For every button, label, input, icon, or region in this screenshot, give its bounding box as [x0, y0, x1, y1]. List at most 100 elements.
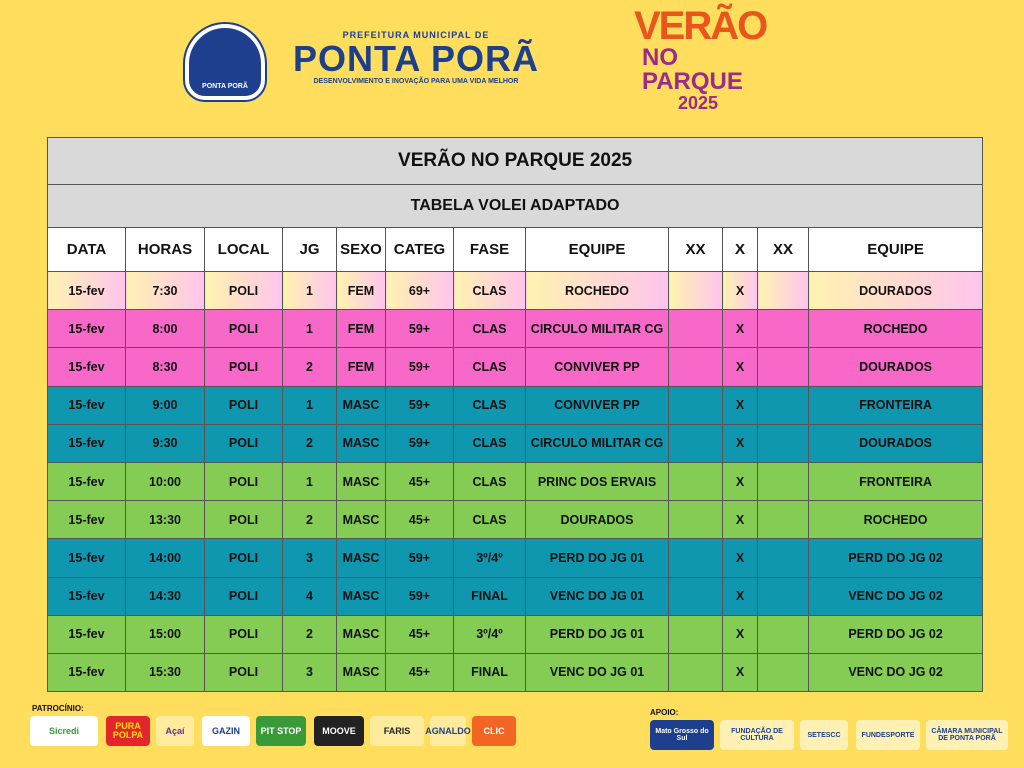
cell-sexo: FEM [336, 270, 386, 311]
supporter-logo: SETESCC [800, 720, 848, 750]
cell-equipe1: CONVIVER PP [525, 347, 669, 387]
cell-equipe1: PRINC DOS ERVAIS [525, 461, 669, 502]
cell-data: 15-fev [47, 652, 126, 693]
cell-categ: 59+ [385, 385, 454, 425]
org-slogan: DESENVOLVIMENTO E INOVAÇÃO PARA UMA VIDA… [313, 78, 519, 85]
cell-equipe2: VENC DO JG 02 [807, 576, 984, 616]
table-row: 15-fev 15:00 POLI 2 MASC 45+ 3º/4º PERD DO JG 0… [47, 614, 984, 654]
column-header: XX [757, 227, 809, 272]
cell-empty [668, 576, 723, 616]
cell-categ: 45+ [385, 461, 454, 502]
org-name: PONTA PORÃ [292, 38, 539, 79]
cell-data: 15-fev [47, 461, 126, 502]
cell-equipe2: DOURADOS [807, 270, 984, 311]
cell-empty [757, 576, 809, 616]
cell-jg: 1 [282, 309, 337, 349]
cell-empty [668, 270, 723, 311]
sponsor-logo: GAZIN [202, 716, 250, 746]
column-header: EQUIPE [525, 227, 669, 272]
cell-sexo: FEM [336, 309, 386, 349]
cell-empty [668, 614, 723, 654]
sponsors-label: PATROCÍNIO: [32, 704, 84, 713]
cell-empty [668, 500, 723, 540]
cell-equipe2: PERD DO JG 02 [807, 538, 984, 578]
cell-horas: 8:30 [125, 347, 205, 387]
cell-categ: 45+ [385, 614, 454, 654]
cell-equipe2: FRONTEIRA [807, 461, 984, 502]
cell-equipe1: PERD DO JG 01 [525, 614, 669, 654]
header: PONTA PORÃ PREFEITURA MUNICIPAL DE PONTA… [0, 0, 1024, 135]
org-logo: PREFEITURA MUNICIPAL DE PONTA PORÃ DESEN… [276, 30, 556, 85]
sponsor-logo: Açaí [156, 716, 194, 746]
table-row: 15-fev 9:00 POLI 1 MASC 59+ CLAS CONVIVER PP X FR… [47, 385, 984, 425]
cell-x: X [722, 614, 758, 654]
cell-fase: CLAS [453, 309, 526, 349]
cell-empty [668, 385, 723, 425]
cell-equipe1: CONVIVER PP [525, 385, 669, 425]
crest-label: PONTA PORÃ [202, 83, 248, 90]
cell-data: 15-fev [47, 500, 126, 540]
cell-empty [668, 309, 723, 349]
cell-categ: 59+ [385, 347, 454, 387]
cell-jg: 1 [282, 270, 337, 311]
cell-x: X [722, 270, 758, 311]
column-header: FASE [453, 227, 526, 272]
cell-jg: 2 [282, 500, 337, 540]
cell-empty [757, 614, 809, 654]
cell-fase: 3º/4º [453, 538, 526, 578]
cell-empty [757, 347, 809, 387]
cell-fase: CLAS [453, 270, 526, 311]
table-row: 15-fev 9:30 POLI 2 MASC 59+ CLAS CIRCULO MILITA… [47, 423, 984, 463]
table-row: 15-fev 14:00 POLI 3 MASC 59+ 3º/4º PERD DO JG 0… [47, 538, 984, 578]
cell-local: POLI [204, 576, 283, 616]
cell-horas: 7:30 [125, 270, 205, 311]
cell-equipe2: ROCHEDO [807, 500, 984, 540]
cell-jg: 2 [282, 347, 337, 387]
cell-empty [668, 423, 723, 463]
table-row: 15-fev 7:30 POLI 1 FEM 69+ CLAS ROCHEDO X DOURADO… [47, 270, 984, 311]
cell-horas: 10:00 [125, 461, 205, 502]
event-line: VERÃO [634, 4, 768, 48]
cell-local: POLI [204, 309, 283, 349]
cell-local: POLI [204, 347, 283, 387]
cell-horas: 9:30 [125, 423, 205, 463]
cell-equipe1: DOURADOS [525, 500, 669, 540]
event-line: 2025 [678, 93, 719, 113]
cell-sexo: MASC [336, 652, 386, 693]
cell-empty [757, 309, 809, 349]
cell-equipe2: FRONTEIRA [807, 385, 984, 425]
supporter-logo: FUNDAÇÃO DE CULTURA [720, 720, 794, 750]
cell-empty [668, 652, 723, 693]
cell-equipe1: ROCHEDO [525, 270, 669, 311]
cell-equipe2: PERD DO JG 02 [807, 614, 984, 654]
cell-fase: FINAL [453, 652, 526, 693]
cell-local: POLI [204, 538, 283, 578]
column-header: DATA [47, 227, 126, 272]
cell-categ: 59+ [385, 309, 454, 349]
table-row: 15-fev 14:30 POLI 4 MASC 59+ FINAL VENC DO JG 0… [47, 576, 984, 616]
cell-local: POLI [204, 270, 283, 311]
sponsor-logo: Sicredi [30, 716, 98, 746]
table-row: 15-fev 8:00 POLI 1 FEM 59+ CLAS CIRCULO MILITAR… [47, 309, 984, 349]
sponsor-logo: PIT STOP [256, 716, 306, 746]
cell-empty [757, 652, 809, 693]
table-row: 15-fev 10:00 POLI 1 MASC 45+ CLAS PRINC DOS ERV… [47, 461, 984, 502]
cell-equipe1: CIRCULO MILITAR CG [525, 309, 669, 349]
cell-empty [668, 347, 723, 387]
event-line: NO PARQUE [642, 44, 743, 95]
org-top: PREFEITURA MUNICIPAL DE [342, 30, 490, 40]
cell-horas: 15:30 [125, 652, 205, 693]
crest: PONTA PORÃ [185, 24, 265, 100]
cell-equipe2: ROCHEDO [807, 309, 984, 349]
cell-data: 15-fev [47, 423, 126, 463]
cell-categ: 59+ [385, 423, 454, 463]
supporter-logo: Mato Grosso do Sul [650, 720, 714, 750]
supporter-logo: CÂMARA MUNICIPAL DE PONTA PORÃ [926, 720, 1008, 750]
column-header: X [722, 227, 758, 272]
cell-horas: 9:00 [125, 385, 205, 425]
cell-fase: CLAS [453, 461, 526, 502]
cell-equipe1: PERD DO JG 01 [525, 538, 669, 578]
column-header: XX [668, 227, 723, 272]
cell-categ: 59+ [385, 538, 454, 578]
